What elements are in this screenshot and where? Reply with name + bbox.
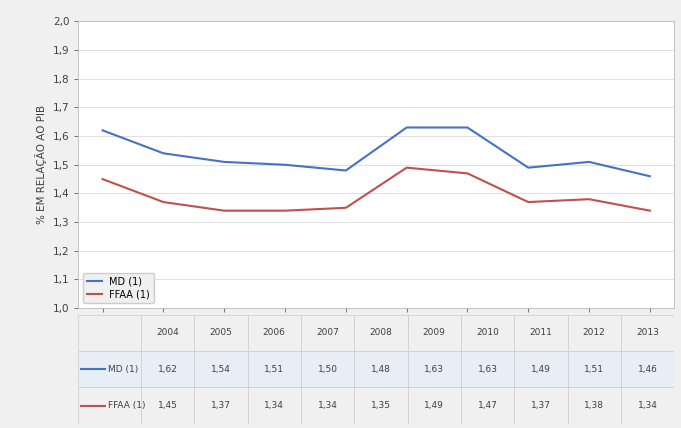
FancyBboxPatch shape xyxy=(194,315,248,351)
Text: 1,34: 1,34 xyxy=(637,401,657,410)
FancyBboxPatch shape xyxy=(407,351,461,387)
Text: 1,63: 1,63 xyxy=(477,365,498,374)
Text: 1,34: 1,34 xyxy=(264,401,284,410)
FancyBboxPatch shape xyxy=(354,315,407,351)
Text: 2005: 2005 xyxy=(210,328,232,337)
Text: 1,48: 1,48 xyxy=(371,365,391,374)
Text: 1,37: 1,37 xyxy=(531,401,551,410)
FancyBboxPatch shape xyxy=(461,387,514,424)
FancyBboxPatch shape xyxy=(248,387,301,424)
Text: 1,47: 1,47 xyxy=(477,401,497,410)
FancyBboxPatch shape xyxy=(514,315,567,351)
Text: 1,51: 1,51 xyxy=(264,365,284,374)
FancyBboxPatch shape xyxy=(407,387,461,424)
Text: 1,49: 1,49 xyxy=(531,365,551,374)
FancyBboxPatch shape xyxy=(461,351,514,387)
Y-axis label: % EM RELAÇÃO AO PIB: % EM RELAÇÃO AO PIB xyxy=(35,105,47,224)
Text: 1,62: 1,62 xyxy=(157,365,178,374)
Text: 1,46: 1,46 xyxy=(637,365,657,374)
Text: 2006: 2006 xyxy=(263,328,285,337)
Text: 1,34: 1,34 xyxy=(317,401,338,410)
Text: 2009: 2009 xyxy=(423,328,445,337)
Text: 2007: 2007 xyxy=(316,328,339,337)
Text: 2010: 2010 xyxy=(476,328,499,337)
FancyBboxPatch shape xyxy=(194,351,248,387)
Text: 2008: 2008 xyxy=(369,328,392,337)
Text: 1,49: 1,49 xyxy=(424,401,444,410)
Text: FFAA (1): FFAA (1) xyxy=(108,401,146,410)
Legend: MD (1), FFAA (1): MD (1), FFAA (1) xyxy=(83,273,154,303)
FancyBboxPatch shape xyxy=(78,315,141,351)
Text: 1,35: 1,35 xyxy=(371,401,391,410)
FancyBboxPatch shape xyxy=(567,315,621,351)
FancyBboxPatch shape xyxy=(567,351,621,387)
Text: 2004: 2004 xyxy=(156,328,179,337)
FancyBboxPatch shape xyxy=(621,315,674,351)
FancyBboxPatch shape xyxy=(248,351,301,387)
Text: 2011: 2011 xyxy=(529,328,552,337)
FancyBboxPatch shape xyxy=(621,387,674,424)
Text: 2012: 2012 xyxy=(583,328,605,337)
FancyBboxPatch shape xyxy=(621,351,674,387)
FancyBboxPatch shape xyxy=(141,387,194,424)
Text: MD (1): MD (1) xyxy=(108,365,138,374)
Text: 1,45: 1,45 xyxy=(157,401,178,410)
FancyBboxPatch shape xyxy=(514,351,567,387)
FancyBboxPatch shape xyxy=(141,315,194,351)
FancyBboxPatch shape xyxy=(301,387,354,424)
FancyBboxPatch shape xyxy=(248,315,301,351)
FancyBboxPatch shape xyxy=(354,351,407,387)
Text: 1,63: 1,63 xyxy=(424,365,444,374)
FancyBboxPatch shape xyxy=(78,351,141,387)
Text: 1,54: 1,54 xyxy=(211,365,231,374)
Text: 1,38: 1,38 xyxy=(584,401,604,410)
Text: 1,37: 1,37 xyxy=(211,401,231,410)
FancyBboxPatch shape xyxy=(567,387,621,424)
Text: 2013: 2013 xyxy=(636,328,659,337)
FancyBboxPatch shape xyxy=(407,315,461,351)
FancyBboxPatch shape xyxy=(461,315,514,351)
Text: 1,51: 1,51 xyxy=(584,365,604,374)
FancyBboxPatch shape xyxy=(141,351,194,387)
FancyBboxPatch shape xyxy=(354,387,407,424)
FancyBboxPatch shape xyxy=(301,351,354,387)
Text: 1,50: 1,50 xyxy=(317,365,338,374)
FancyBboxPatch shape xyxy=(78,387,141,424)
FancyBboxPatch shape xyxy=(514,387,567,424)
FancyBboxPatch shape xyxy=(194,387,248,424)
FancyBboxPatch shape xyxy=(301,315,354,351)
